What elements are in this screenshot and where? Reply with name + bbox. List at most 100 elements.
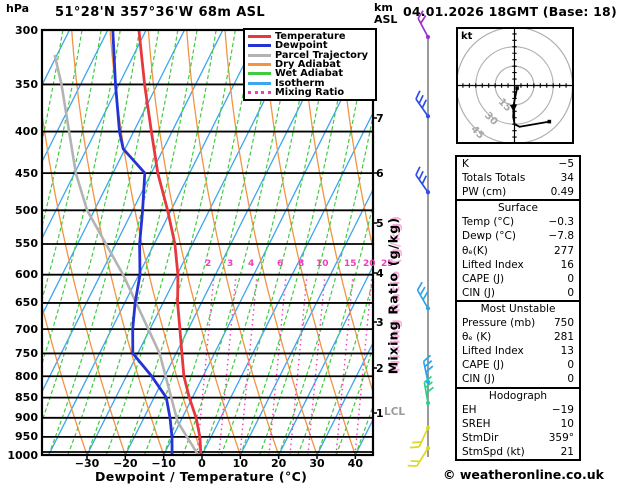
temperature-line bbox=[137, 30, 203, 455]
wind-barb bbox=[415, 90, 429, 117]
stat-row: Dewp (°C) −7.8 bbox=[457, 229, 579, 243]
hodograph-unit-label: kt bbox=[461, 31, 473, 42]
legend-row: Dry Adiabat bbox=[248, 60, 375, 69]
stat-label: Lifted Index bbox=[462, 258, 524, 271]
stat-value: 13 bbox=[560, 345, 574, 358]
stat-value: 0 bbox=[567, 272, 574, 285]
legend-label: Parcel Trajectory bbox=[275, 49, 369, 61]
stats-section-header: Hodograph bbox=[488, 389, 548, 402]
legend-label: Temperature bbox=[275, 31, 346, 43]
pressure-tick-label: 950 bbox=[15, 430, 38, 444]
station-title: 51°28'N 357°36'W 68m ASL bbox=[55, 5, 266, 20]
stat-row: Lifted Index 16 bbox=[457, 258, 579, 272]
stat-value: 277 bbox=[553, 244, 574, 257]
wind-barb bbox=[407, 447, 429, 467]
stat-row: StmSpd (kt) 21 bbox=[457, 445, 579, 459]
wind-barb bbox=[409, 427, 429, 449]
pressure-tick-label: 850 bbox=[15, 391, 38, 405]
mixing-ratio-value-label: 10 bbox=[316, 258, 329, 269]
altitude-axis-unit: km ASL bbox=[374, 2, 397, 26]
stat-label: Totals Totals bbox=[462, 172, 526, 185]
pressure-axis-unit: hPa bbox=[6, 2, 30, 15]
legend-label: Mixing Ratio bbox=[275, 86, 345, 98]
stat-row: CIN (J) 0 bbox=[457, 286, 579, 300]
wind-barb bbox=[423, 375, 434, 404]
stat-row: Totals Totals 34 bbox=[457, 171, 579, 185]
hodograph-trace bbox=[512, 87, 550, 128]
stats-section: Hodograph EH −19 SREH 10 StmDir 359° StmSpd (kt… bbox=[457, 386, 579, 459]
pressure-tick-label: 750 bbox=[15, 346, 38, 360]
stat-value: 21 bbox=[560, 445, 574, 458]
mixing-ratio-value-label: 20 bbox=[363, 258, 376, 269]
stat-label: K bbox=[462, 158, 469, 170]
stat-row: θₑ(K) 277 bbox=[457, 244, 579, 258]
altitude-tick-label: 2 bbox=[376, 361, 384, 375]
legend-label: Dewpoint bbox=[275, 40, 328, 52]
pressure-tick-label: 450 bbox=[15, 166, 38, 180]
stat-label: Dewp (°C) bbox=[462, 230, 516, 243]
temperature-tick-label: 30 bbox=[309, 457, 325, 470]
mixing-ratio-value-label: 25 bbox=[381, 258, 394, 269]
stat-value: 34 bbox=[560, 172, 574, 185]
legend-line-sample-solid bbox=[248, 44, 271, 48]
legend-row: Isotherm bbox=[248, 78, 375, 88]
legend-row: Mixing Ratio bbox=[248, 88, 375, 97]
stat-label: PW (cm) bbox=[462, 186, 507, 199]
mixing-ratio-value-label: 4 bbox=[248, 258, 255, 269]
altitude-tick-label: 5 bbox=[376, 216, 384, 230]
mixing-ratio-value-label: 2 bbox=[205, 258, 212, 269]
temperature-tick-label: 0 bbox=[198, 457, 206, 470]
wind-barb bbox=[422, 354, 434, 383]
stat-row: CIN (J) 0 bbox=[457, 372, 579, 386]
stat-row: Lifted Index 13 bbox=[457, 344, 579, 358]
pressure-tick-label: 350 bbox=[15, 77, 38, 91]
mixing-ratio-value-label: 8 bbox=[298, 258, 305, 269]
legend-row: Temperature bbox=[248, 31, 375, 43]
run-datetime: 04.01.2026 18GMT (Base: 18) bbox=[403, 4, 617, 19]
stat-label: Temp (°C) bbox=[462, 216, 515, 229]
stat-row: EH −19 bbox=[457, 403, 579, 417]
stats-section: Surface Temp (°C) −0.3 Dewp (°C) −7.8 θₑ(K) 27… bbox=[457, 199, 579, 300]
stats-section: Most Unstable Pressure (mb) 750 θₑ (K) 281 Li… bbox=[457, 299, 579, 387]
stat-label: CAPE (J) bbox=[462, 359, 505, 372]
pressure-tick-label: 300 bbox=[15, 23, 38, 37]
legend-line-sample-solid bbox=[248, 72, 271, 76]
legend-line-sample-solid bbox=[248, 63, 271, 67]
stat-label: CIN (J) bbox=[462, 286, 495, 299]
lcl-label: LCL bbox=[384, 406, 406, 418]
temperature-tick-label: 40 bbox=[347, 457, 363, 470]
stat-value: −7.8 bbox=[548, 230, 575, 243]
asl-label: ASL bbox=[374, 13, 398, 26]
temperature-tick-label: 20 bbox=[271, 457, 287, 470]
pressure-tick-label: 1000 bbox=[7, 448, 38, 462]
km-unit-label: km bbox=[374, 1, 393, 14]
stat-row: CAPE (J) 0 bbox=[457, 358, 579, 372]
stat-value: 281 bbox=[553, 331, 574, 344]
legend-label: Wet Adiabat bbox=[275, 68, 344, 80]
stat-label: StmDir bbox=[462, 431, 499, 444]
plot-border bbox=[40, 28, 375, 457]
wind-barb bbox=[416, 281, 429, 309]
stat-label: Lifted Index bbox=[462, 345, 524, 358]
altitude-tick-label: 6 bbox=[376, 166, 384, 180]
stat-value: 0 bbox=[567, 286, 574, 299]
pressure-tick-label: 800 bbox=[15, 369, 38, 383]
legend-row: Dewpoint bbox=[248, 40, 375, 52]
stat-value: −5 bbox=[558, 158, 574, 170]
stat-label: θₑ(K) bbox=[462, 244, 488, 257]
altitude-tick-label: 1 bbox=[376, 406, 384, 420]
hodograph-ring-label: 45 bbox=[468, 124, 486, 142]
pressure-tick-label: 500 bbox=[15, 203, 38, 217]
stat-row: K −5 bbox=[457, 157, 579, 171]
legend-label: Dry Adiabat bbox=[275, 59, 341, 71]
altitude-tick-label: 4 bbox=[376, 266, 384, 280]
legend-line-sample-solid bbox=[248, 81, 271, 85]
stat-label: CAPE (J) bbox=[462, 272, 505, 285]
temperature-tick-label: −10 bbox=[151, 457, 176, 470]
temperature-tick-label: −30 bbox=[74, 457, 100, 470]
legend-row: Parcel Trajectory bbox=[248, 49, 375, 61]
stat-value: 10 bbox=[560, 417, 574, 430]
hodograph-border bbox=[456, 27, 574, 144]
wind-barb bbox=[417, 10, 429, 38]
